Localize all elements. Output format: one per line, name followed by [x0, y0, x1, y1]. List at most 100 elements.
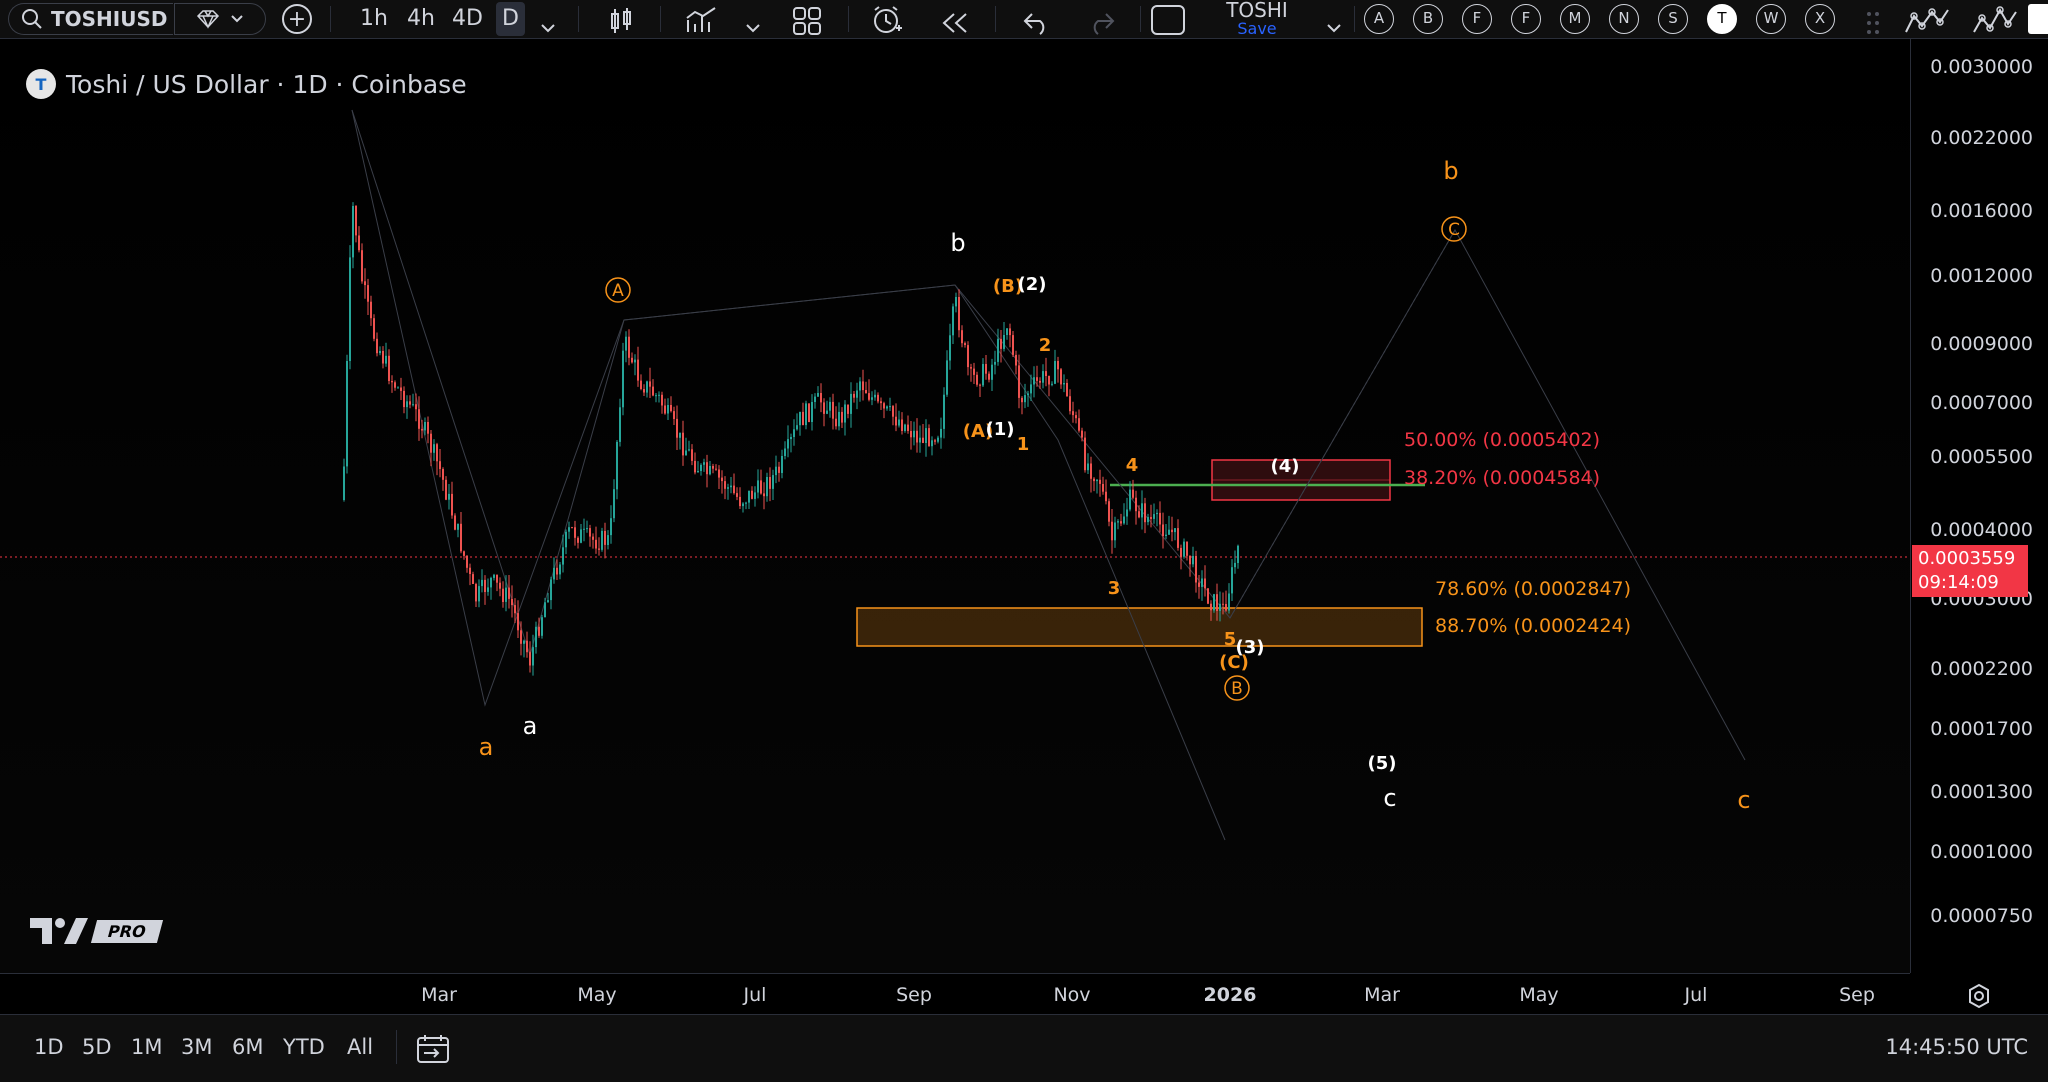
candle-body	[880, 401, 882, 404]
candle-body	[616, 441, 618, 490]
candle-body	[355, 206, 357, 236]
candle-body	[1054, 361, 1056, 384]
chevron-down-icon[interactable]	[540, 12, 556, 46]
tv-logo-icon	[30, 918, 88, 944]
candle-body	[835, 418, 837, 427]
candle-body	[367, 285, 369, 302]
candle-body	[349, 257, 351, 361]
save-button[interactable]: Save	[1237, 19, 1277, 38]
fib-zone-78-88[interactable]	[856, 607, 1423, 647]
settings-icon[interactable]	[1966, 983, 1992, 1009]
candles-icon[interactable]	[606, 4, 636, 38]
range-1m[interactable]: 1M	[131, 1035, 163, 1059]
wave-labels-orange: a b c	[479, 157, 1751, 814]
timeframe-4h[interactable]: 4h	[407, 6, 435, 31]
layout-save[interactable]: TOSHI Save	[1222, 0, 1292, 38]
candle-body	[1099, 479, 1101, 484]
range-ytd[interactable]: YTD	[283, 1035, 325, 1059]
undo-icon[interactable]	[1022, 6, 1052, 40]
date-range-icon[interactable]	[416, 1034, 450, 1064]
candle-body	[1186, 541, 1188, 556]
indicators-icon[interactable]	[685, 4, 719, 38]
chevron-down-icon[interactable]	[1326, 12, 1342, 46]
alert-icon[interactable]	[870, 3, 904, 37]
alert-letter-x[interactable]: X	[1805, 4, 1835, 34]
publish-button[interactable]	[2028, 4, 2048, 34]
range-3m[interactable]: 3M	[181, 1035, 213, 1059]
alert-letter-m[interactable]: M	[1560, 4, 1590, 34]
candle-body	[925, 428, 927, 443]
candle-body	[493, 574, 495, 578]
wave-pattern-icon[interactable]	[1904, 4, 1950, 38]
alert-letter-f[interactable]: F	[1462, 4, 1492, 34]
candle-body	[670, 405, 672, 412]
diamond-icon	[196, 10, 220, 29]
label-4: 4	[1126, 455, 1139, 476]
compare-dropdown[interactable]	[174, 3, 266, 35]
alert-letter-b[interactable]: B	[1413, 4, 1443, 34]
candle-body	[682, 432, 684, 456]
alert-letter-w[interactable]: W	[1756, 4, 1786, 34]
candle-body	[1108, 501, 1110, 522]
alert-letter-a[interactable]: A	[1364, 4, 1394, 34]
candle-body	[1111, 521, 1113, 541]
fib-label-382: 38.20% (0.0004584)	[1404, 467, 1600, 489]
range-all[interactable]: All	[347, 1035, 374, 1059]
candle-body	[1126, 509, 1128, 517]
wave-pattern-icon[interactable]	[1972, 4, 2018, 38]
add-symbol-button[interactable]: +	[282, 4, 312, 34]
timeframe-4d[interactable]: 4D	[452, 6, 483, 31]
layouts-icon[interactable]	[792, 4, 822, 38]
candle-body	[1216, 594, 1218, 611]
redo-icon[interactable]	[1086, 6, 1116, 40]
alert-letter-t[interactable]: T	[1707, 4, 1737, 34]
alert-letter-s[interactable]: S	[1658, 4, 1688, 34]
candle-body	[625, 336, 627, 351]
candle-body	[676, 418, 678, 438]
range-6m[interactable]: 6M	[232, 1035, 264, 1059]
fullscreen-icon[interactable]	[1150, 3, 1186, 37]
price-axis[interactable]: 0.0030000 0.0022000 0.0016000 0.0012000 …	[1910, 39, 2048, 973]
candle-body	[733, 485, 735, 494]
alert-letter-n[interactable]: N	[1609, 4, 1639, 34]
symbol-search[interactable]: TOSHIUSD	[8, 3, 173, 35]
price-label: 0.0004000	[1930, 519, 2033, 541]
range-5d[interactable]: 5D	[82, 1035, 112, 1059]
chevron-down-icon[interactable]	[745, 12, 761, 46]
replay-icon[interactable]	[940, 6, 970, 40]
range-1d[interactable]: 1D	[34, 1035, 64, 1059]
separator	[1140, 6, 1141, 32]
candle-body	[1180, 547, 1182, 557]
candle-body	[904, 424, 906, 431]
candle-body	[457, 523, 459, 530]
candle-body	[1141, 503, 1143, 518]
candle-body	[727, 487, 729, 489]
fib-label-887: 88.70% (0.0002424)	[1435, 615, 1631, 637]
candle-body	[655, 395, 657, 397]
timeframe-d[interactable]: D	[496, 2, 525, 36]
candle-body	[832, 401, 834, 419]
candle-body	[421, 428, 423, 431]
candle-body	[829, 401, 831, 411]
time-label: Mar	[1364, 984, 1400, 1006]
candle-body	[1162, 524, 1164, 537]
alert-letter-f2[interactable]: F	[1511, 4, 1541, 34]
candle-body	[658, 394, 660, 396]
candle-body	[1021, 397, 1023, 403]
current-price-value: 0.0003559	[1918, 548, 2016, 569]
price-label: 0.0012000	[1930, 265, 2033, 287]
time-axis[interactable]: Mar May Jul Sep Nov 2026 Mar May Jul Sep	[0, 973, 1989, 1014]
chart-pane[interactable]: a b c a b c A B C (A) (B) (C) (1) (2) (3…	[0, 39, 1910, 973]
candle-body	[1045, 371, 1047, 376]
timeframe-1h[interactable]: 1h	[360, 6, 388, 31]
candle-body	[661, 394, 663, 406]
candle-body	[433, 444, 435, 453]
candle-body	[973, 368, 975, 375]
separator	[396, 1030, 397, 1064]
label-paren-c: (C)	[1219, 652, 1249, 673]
candle-body	[964, 343, 966, 345]
symbol-label: TOSHIUSD	[51, 7, 168, 31]
candle-body	[859, 381, 861, 391]
drag-handle-icon[interactable]	[1866, 6, 1880, 40]
candle-body	[583, 528, 585, 530]
